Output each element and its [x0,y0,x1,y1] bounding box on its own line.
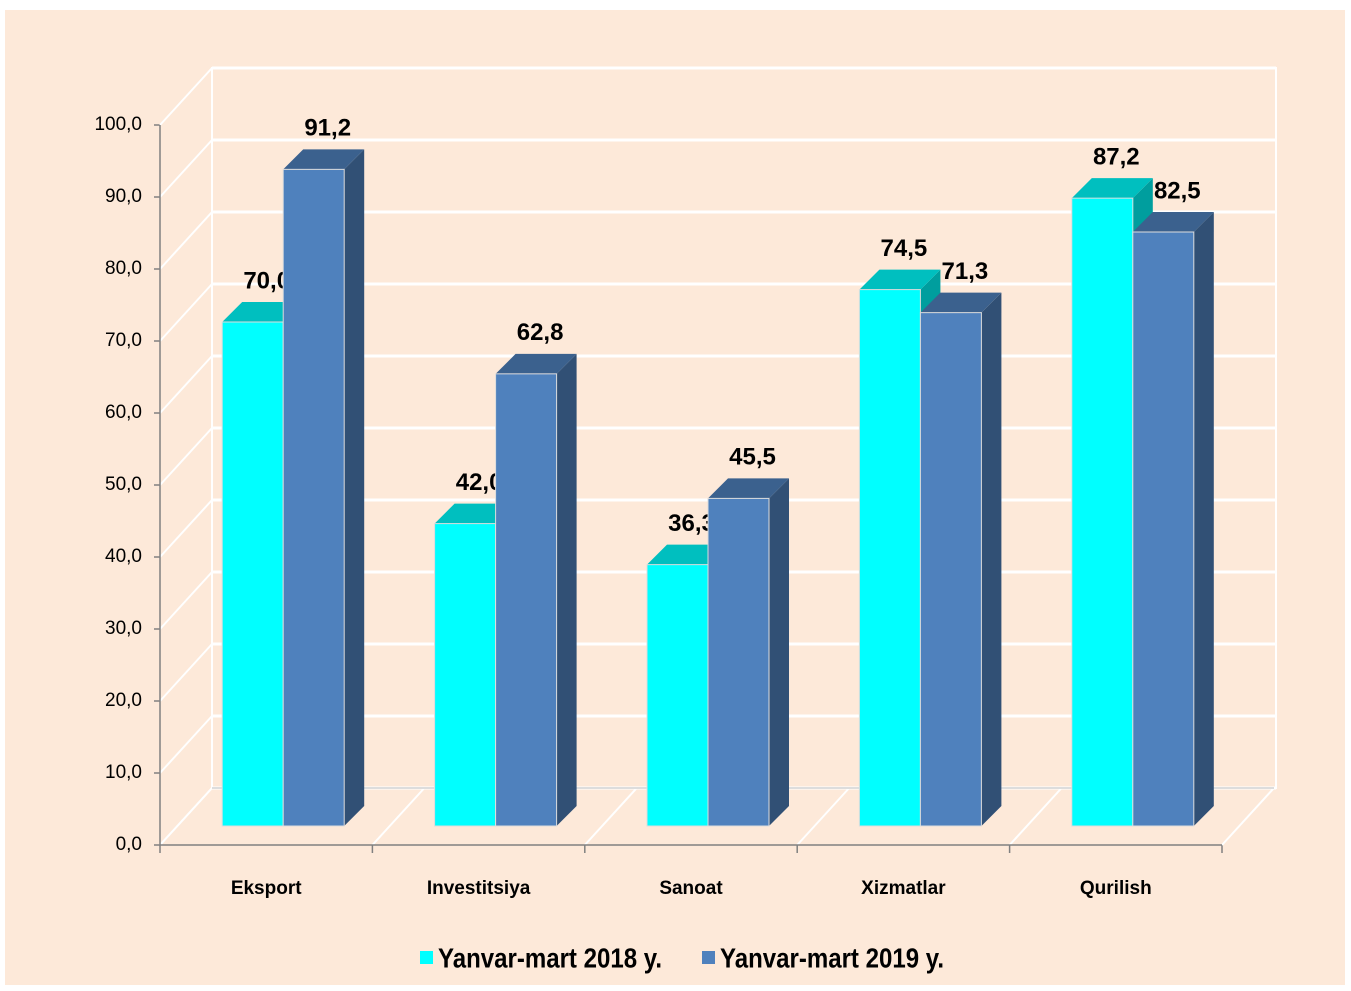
bar-top [920,292,1002,313]
bar-side [556,353,577,826]
data-label: 82,5 [1154,177,1201,204]
y-tick-label: 80,0 [105,258,142,279]
side-grid-line [159,67,213,126]
side-grid-line [159,139,213,198]
legend-swatch [702,951,715,964]
legend-swatch [420,951,433,964]
data-label: 71,3 [942,258,989,285]
bar [707,497,770,827]
bar-side [1193,212,1214,826]
side-grid-line [159,643,213,702]
side-grid-line [159,283,213,342]
y-tick-label: 90,0 [105,186,142,207]
bar [858,289,921,827]
x-tick-label: Investitsiya [427,878,531,899]
floor-line [159,787,213,846]
bar-top [708,478,789,499]
floor-line [371,787,426,846]
floor-line [1221,787,1275,846]
bar-top [859,269,941,290]
bar-side [981,292,1002,826]
y-tick-label: 0,0 [116,834,142,855]
y-tick-label: 70,0 [105,330,142,351]
legend-label: Yanvar-mart 2019 y. [720,942,944,973]
bar-top [1071,178,1153,199]
x-tick-label: Qurilish [1080,878,1152,899]
side-grid-line [159,355,213,414]
data-label: 36,3 [668,510,715,537]
y-tick-label: 100,0 [94,114,142,135]
data-label: 74,5 [881,235,928,262]
bar [434,523,497,827]
data-label: 70,0 [243,267,290,294]
data-label: 87,2 [1093,144,1140,171]
legend-label: Yanvar-mart 2018 y. [438,942,662,973]
y-tick-label: 60,0 [105,402,142,423]
bar [1132,231,1195,827]
side-grid-line [159,427,213,486]
data-label: 42,0 [456,469,503,496]
bar [282,168,345,827]
bar [221,321,284,827]
x-tick-label: Sanoat [659,878,723,899]
data-label: 91,2 [304,115,351,142]
data-label: 45,5 [729,444,776,471]
x-tick-label: Eksport [231,878,302,899]
bar [919,312,982,827]
data-label: 62,8 [517,319,564,346]
y-tick-label: 20,0 [105,690,142,711]
bar [1071,197,1134,827]
bar-side [344,149,365,827]
bar-top [283,149,365,170]
bar [646,564,709,827]
floor-line [584,787,638,846]
side-grid-line [159,211,213,270]
y-tick-label: 50,0 [105,474,142,495]
y-tick-label: 10,0 [105,762,142,783]
bar-top [495,353,577,374]
y-tick-label: 40,0 [105,546,142,567]
side-grid-line [159,715,213,774]
bar-top [1132,212,1214,232]
floor-line [1008,787,1063,846]
y-tick-label: 30,0 [105,618,142,639]
bar [495,373,558,827]
x-tick-label: Xizmatlar [861,878,946,899]
side-grid-line [159,571,213,630]
bar-side [769,478,789,826]
floor-line [796,787,850,846]
side-grid-line [159,499,213,558]
